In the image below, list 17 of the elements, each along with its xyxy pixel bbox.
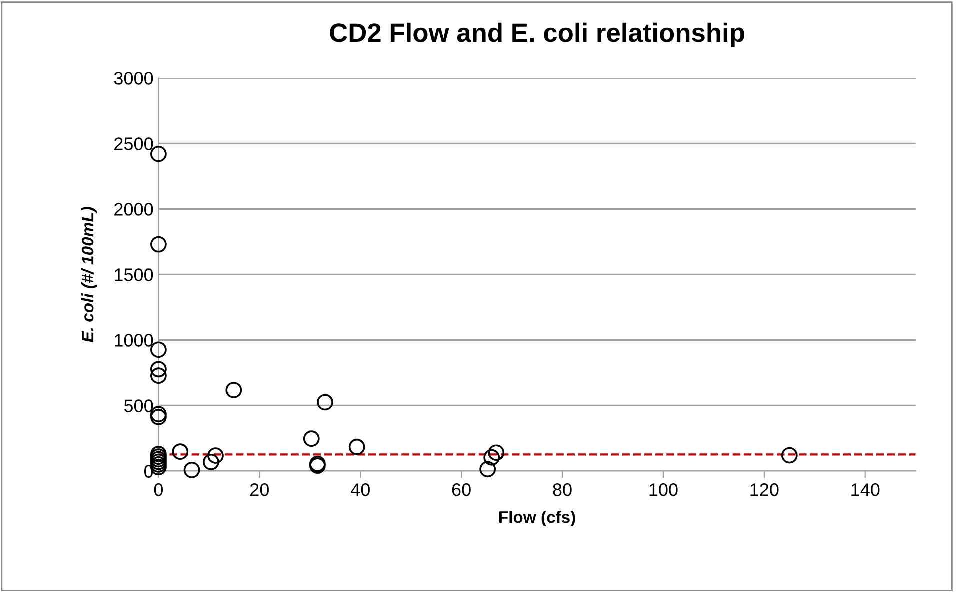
chart-title: CD2 Flow and E. coli relationship	[330, 22, 744, 48]
x-tick-label: 100	[650, 484, 678, 496]
y-tick-label: 2500	[114, 138, 154, 150]
y-tick-label: 1500	[115, 268, 154, 282]
x-tick-label: 80	[553, 484, 572, 496]
x-tick-label: 40	[350, 484, 370, 496]
y-tick-label: 1000	[115, 334, 154, 347]
x-tick-label: 60	[452, 484, 471, 496]
x-axis-title: Flow (cfs)	[500, 510, 576, 527]
y-axis-title: E. coli (#/ 100mL)	[81, 207, 98, 342]
x-tick-label: 20	[250, 484, 269, 496]
x-tick-label: 120	[750, 484, 779, 496]
y-tick-label: 3000	[114, 72, 154, 85]
y-tick-label: 2000	[114, 203, 154, 216]
x-tick-label: 140	[852, 484, 880, 496]
x-tick-label: 0	[154, 484, 164, 496]
y-tick-label: 500	[124, 400, 154, 412]
